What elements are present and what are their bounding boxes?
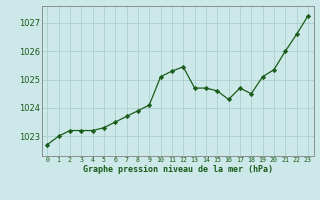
X-axis label: Graphe pression niveau de la mer (hPa): Graphe pression niveau de la mer (hPa) xyxy=(83,165,273,174)
